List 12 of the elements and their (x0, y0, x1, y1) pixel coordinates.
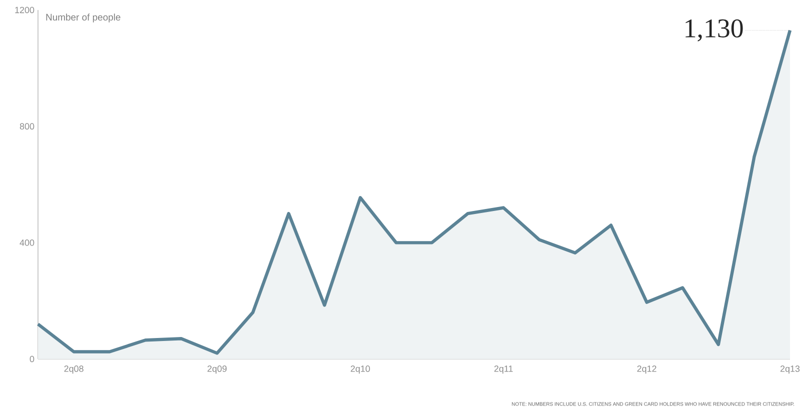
x-tick-label: 2q11 (494, 366, 513, 374)
x-tick-label: 2q08 (64, 366, 84, 374)
x-tick-label: 2q09 (208, 366, 227, 374)
y-axis-title: Number of people (46, 14, 120, 22)
y-tick-label: 400 (20, 239, 34, 246)
x-tick-label: 2q13 (780, 366, 800, 374)
y-tick-label: 0 (30, 356, 34, 362)
y-tick-label: 1200 (15, 6, 34, 14)
y-tick-label: 800 (20, 123, 34, 130)
x-tick-label: 2q12 (637, 366, 656, 374)
x-tick-label: 2q10 (350, 366, 370, 374)
annotation: 1,130 (686, 19, 743, 42)
